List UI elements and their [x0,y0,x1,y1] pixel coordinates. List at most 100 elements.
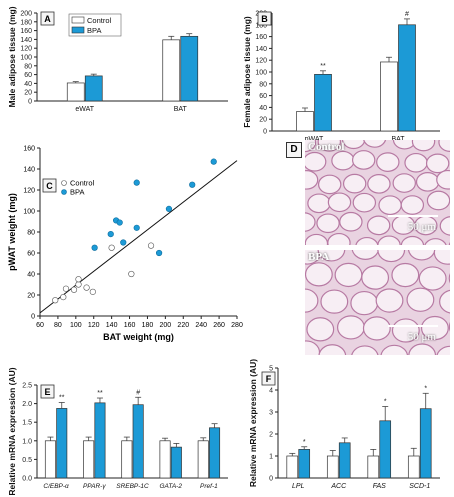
bar-bpa [132,404,144,479]
y-axis-label: Male adipose tissue (mg) [7,6,17,107]
significance-mark: ** [320,63,326,70]
bar-control [66,82,85,102]
adipocyte-cell [425,153,450,174]
panel-tag-box [42,178,57,193]
category-label: ACC [330,483,347,490]
significance-mark: ** [59,394,65,401]
y-tick-label: 160 [23,146,35,153]
y-tick-label: 100 [20,55,32,62]
bar-control [296,111,314,132]
panel-tag: B [261,14,268,24]
scale-bar-control [388,215,438,217]
adipocyte-cell [391,318,420,343]
adipocyte-cell [400,195,425,215]
bar-control [407,455,420,479]
adipocyte-cell [305,262,333,287]
significance-mark: * [424,385,427,392]
adipocyte-cell [448,242,450,245]
adipocyte-cell [336,315,365,340]
category-label: PPAR-γ [83,483,106,490]
point-control [60,294,67,301]
point-bpa [133,179,140,186]
adipocyte-cell [306,317,335,342]
y-tick-label: 40 [259,105,267,112]
point-bpa [133,224,140,231]
adipocyte-cell [317,140,342,152]
x-tick-label: 160 [124,322,136,329]
panel-tag: A [44,14,51,24]
adipocyte-cell [407,250,436,261]
adipocyte-cell [307,193,331,214]
y-tick-label: 140 [255,46,267,53]
x-tick-label: 240 [195,322,207,329]
y-axis-label: Relative mRNA expression (AU) [248,359,258,487]
y-tick-label: 20 [24,90,32,97]
significance-mark: # [405,11,409,18]
adipocyte-cell [317,250,346,262]
point-control [75,281,82,288]
point-bpa [91,244,98,251]
adipocyte-cell [375,288,404,313]
chart-b: 020406080100120140160180200Female adipos… [242,11,440,143]
bar-bpa [180,35,199,102]
y-axis-label: Relative mRNA expression (AU) [7,367,17,495]
point-bpa [116,219,123,226]
bar-bpa [94,402,106,479]
y-tick-label: 0 [269,476,273,483]
legend-label: BPA [70,188,84,197]
category-label: GATA-2 [159,483,182,490]
point-control [70,286,78,293]
y-tick-label: 40 [27,272,35,279]
point-bpa [120,239,127,246]
bar-bpa [56,408,68,479]
x-tick-label: 140 [106,322,118,329]
bar-control [380,61,398,132]
adipocyte-cell [351,345,379,355]
point-bpa [107,231,114,238]
legend-marker [61,180,67,186]
bar-bpa [398,24,416,132]
panel-tag: F [266,374,272,384]
significance-mark: # [136,389,140,396]
y-tick-label: 20 [27,293,35,300]
category-label: Pref-1 [200,483,218,490]
adipocyte-cell [415,171,440,192]
y-tick-label: 60 [259,93,267,100]
tissue-texture-bpa [305,250,450,355]
adipocyte-cell [377,235,401,245]
legend-label: Control [70,179,95,188]
y-tick-label: 120 [255,58,267,65]
chart-c: 0 20 40 60 80 100 120 140 160 60 80 100 120 140 160 180… [7,146,243,343]
bar-control [367,455,380,479]
scale-bar-bpa [388,325,438,327]
x-tick-label: 260 [213,322,225,329]
y-tick-label: 2.5 [22,383,32,390]
micrograph-control: Control 50 μm [305,140,450,245]
x-tick-label: 280 [231,322,243,329]
legend-swatch [71,16,85,24]
adipocyte-cell [380,344,409,355]
y-tick-label: 0 [28,99,32,106]
x-tick-label: 100 [70,322,82,329]
adipocyte-cell [352,192,377,213]
adipocyte-cell [411,140,436,152]
bar-control [44,440,56,479]
panel-tag-box [257,11,272,26]
adipocyte-cell [392,173,416,193]
adipocyte-cell [327,192,352,213]
adipocyte-cell [361,265,390,290]
panel-tag: C [46,181,53,191]
y-tick-label: 2 [269,432,273,439]
adipocyte-cell [305,233,329,245]
panel-tag-box [261,371,276,386]
bar-bpa [298,449,311,479]
adipocyte-cell [363,140,387,148]
tissue-texture-control [305,140,450,245]
y-tick-label: 160 [20,28,32,35]
y-tick-label: 120 [23,188,35,195]
panel-tag-d: D [286,142,302,158]
point-control [52,297,59,304]
adipocyte-cell [391,262,420,288]
bar-bpa [314,74,332,132]
